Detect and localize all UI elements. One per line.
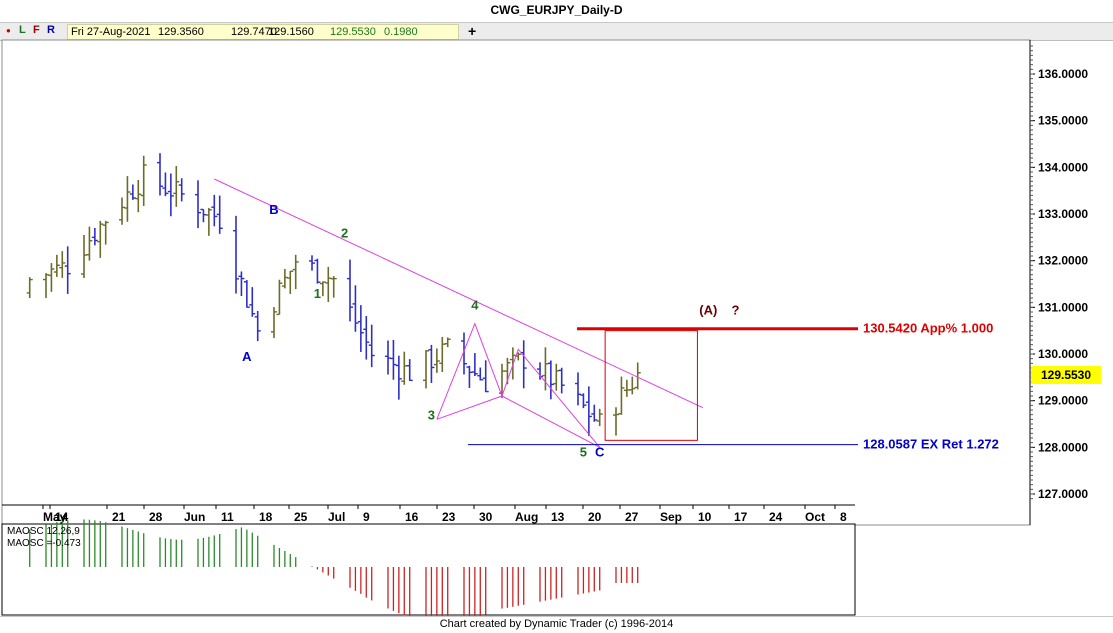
wave-label: 1 bbox=[314, 286, 321, 301]
window-title: CWG_EURJPY_Daily-D bbox=[490, 3, 623, 17]
y-tick-label: 132.0000 bbox=[1038, 254, 1088, 268]
app-level-label: 130.5420 App% 1.000 bbox=[863, 321, 993, 336]
r-button[interactable]: R bbox=[47, 24, 55, 36]
x-tick-label: 16 bbox=[405, 510, 419, 524]
wave-label: 3 bbox=[428, 407, 435, 422]
y-tick-label: 128.0000 bbox=[1038, 440, 1088, 454]
x-tick-label: 28 bbox=[149, 510, 163, 524]
x-tick-label: 30 bbox=[479, 510, 493, 524]
y-tick-label: 135.0000 bbox=[1038, 114, 1088, 128]
footer: Chart created by Dynamic Trader (c) 1996… bbox=[0, 616, 1113, 633]
x-tick-label: 27 bbox=[625, 510, 639, 524]
indicator-value: MAOSC =-0.473 bbox=[7, 538, 81, 549]
readout-date: Fri 27-Aug-2021 bbox=[71, 26, 151, 38]
y-tick-label: 129.0000 bbox=[1038, 394, 1088, 408]
indicator-panel bbox=[1, 523, 856, 616]
y-tick-label: 134.0000 bbox=[1038, 160, 1088, 174]
wave-label: (A) bbox=[699, 302, 717, 317]
wave-label: 4 bbox=[471, 298, 479, 313]
readout-open: 129.3560 bbox=[158, 26, 204, 38]
x-tick-label: 11 bbox=[221, 510, 234, 524]
add-icon[interactable]: + bbox=[468, 23, 477, 39]
x-tick-label: Sep bbox=[660, 510, 682, 524]
x-tick-label: Jun bbox=[184, 510, 205, 524]
readout-change: 0.1980 bbox=[384, 26, 418, 38]
price-panel bbox=[1, 39, 1031, 526]
current-price-box: 129.5530 bbox=[1031, 366, 1101, 384]
readout-high: 129.7470 bbox=[231, 26, 277, 38]
x-tick-label: 13 bbox=[551, 510, 565, 524]
x-tick-label: 8 bbox=[840, 510, 847, 524]
x-tick-label: 21 bbox=[112, 510, 126, 524]
x-tick-label: Oct bbox=[805, 510, 825, 524]
f-button[interactable]: F bbox=[33, 24, 40, 36]
record-dot-icon[interactable]: ● bbox=[6, 26, 11, 35]
x-tick-label: 25 bbox=[294, 510, 308, 524]
wave-label: C bbox=[595, 445, 605, 460]
price-readout: Fri 27-Aug-2021 129.3560 129.7470 129.15… bbox=[67, 24, 459, 40]
x-tick-label: 24 bbox=[769, 510, 783, 524]
wave-label: 5 bbox=[580, 445, 587, 460]
ext-level-label: 128.0587 EX Ret 1.272 bbox=[863, 437, 999, 452]
x-tick-label: 23 bbox=[442, 510, 456, 524]
wave-label: B bbox=[269, 202, 278, 217]
readout-close: 129.5530 bbox=[330, 26, 376, 38]
y-tick-label: 127.0000 bbox=[1038, 487, 1088, 501]
l-button[interactable]: L bbox=[19, 24, 26, 36]
x-tick-label: 14 bbox=[55, 510, 69, 524]
projection-box bbox=[604, 330, 698, 441]
wave-label: A bbox=[242, 349, 252, 364]
y-tick-label: 133.0000 bbox=[1038, 207, 1088, 221]
wave-label: ? bbox=[731, 302, 739, 317]
indicator-label: MAOSC 12,26,9 bbox=[7, 526, 80, 537]
y-tick-label: 136.0000 bbox=[1038, 67, 1088, 81]
x-tick-label: 20 bbox=[588, 510, 602, 524]
x-tick-label: 9 bbox=[363, 510, 370, 524]
x-tick-label: 10 bbox=[698, 510, 712, 524]
pattern-line bbox=[436, 395, 503, 420]
readout-low: 129.1560 bbox=[268, 26, 314, 38]
x-tick-label: 18 bbox=[259, 510, 273, 524]
y-tick-label: 131.0000 bbox=[1038, 300, 1088, 314]
x-tick-label: May bbox=[43, 510, 67, 524]
wave-label: 2 bbox=[341, 225, 348, 240]
x-tick-label: Jul bbox=[328, 510, 345, 524]
pattern-line bbox=[501, 395, 600, 448]
title-bar: CWG_EURJPY_Daily-D bbox=[0, 0, 1113, 23]
credit-text: Chart created by Dynamic Trader (c) 1996… bbox=[439, 618, 674, 630]
x-tick-label: Aug bbox=[515, 510, 538, 524]
y-tick-label: 130.0000 bbox=[1038, 347, 1088, 361]
trend-line bbox=[214, 178, 704, 409]
x-tick-label: 17 bbox=[734, 510, 748, 524]
